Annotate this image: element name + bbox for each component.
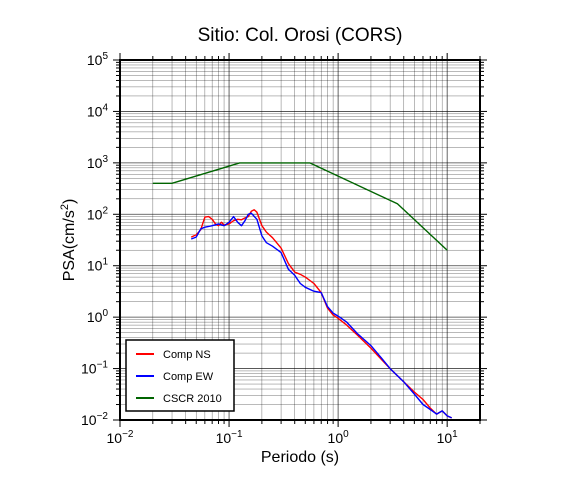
x-tick-label: 10−2 (107, 429, 134, 446)
x-tick-labels: 10−2 10−1 100 101 (107, 429, 459, 446)
y-tick-label: 100 (87, 308, 109, 325)
series-layer (152, 162, 452, 419)
y-axis-label: PSA(cm/s2) (59, 199, 78, 282)
y-tick-label-base: 10 (87, 155, 103, 171)
y-tick-label: 102 (87, 205, 109, 222)
x-tick-label: 101 (437, 429, 459, 446)
y-tick-label: 101 (87, 257, 109, 274)
y-tick-label-base: 10 (87, 309, 103, 325)
x-tick-label: 10−1 (216, 429, 243, 446)
x-tick-label-exponent: 0 (343, 429, 349, 440)
y-tick-label: 104 (87, 102, 109, 119)
y-tick-label: 10−1 (81, 360, 108, 377)
y-tick-label-exponent: 4 (102, 102, 108, 113)
y-tick-label-exponent: −1 (97, 360, 109, 371)
y-tick-label-exponent: 5 (102, 51, 108, 62)
x-tick-label-exponent: −1 (231, 429, 243, 440)
legend-label: CSCR 2010 (163, 393, 222, 405)
plot-frame (119, 59, 481, 421)
y-tick-label-exponent: 2 (102, 205, 108, 216)
y-tick-label-exponent: 0 (102, 308, 108, 319)
y-tick-label-base: 10 (81, 412, 97, 428)
y-tick-label: 10−2 (81, 411, 108, 428)
y-axis-label-superscript: 2 (59, 204, 71, 210)
y-tick-label: 103 (87, 154, 109, 171)
y-tick-label-base: 10 (87, 103, 103, 119)
x-tick-label-exponent: 1 (452, 429, 458, 440)
x-tick-label-base: 10 (216, 430, 232, 446)
y-tick-label-base: 10 (87, 206, 103, 222)
y-tick-label-base: 10 (87, 52, 103, 68)
y-axis-label-main: PSA(cm/s (61, 210, 78, 281)
x-tick-label-base: 10 (437, 430, 453, 446)
y-tick-label-exponent: 3 (102, 154, 108, 165)
series-line-comp-ew (190, 212, 452, 419)
legend-label: Comp EW (163, 371, 214, 383)
y-tick-label-exponent: −2 (97, 411, 109, 422)
x-axis-label: Periodo (s) (261, 449, 339, 466)
y-axis-label-close: ) (61, 199, 78, 204)
legend-label: Comp NS (163, 349, 211, 361)
series-line-cscr-2010 (152, 162, 448, 251)
axis-ticks (113, 53, 487, 427)
chart-title: Sitio: Col. Orosi (CORS) (198, 25, 403, 46)
y-tick-label: 105 (87, 51, 109, 68)
x-tick-label: 100 (328, 429, 350, 446)
y-tick-label-exponent: 1 (102, 257, 108, 268)
y-tick-label-base: 10 (87, 258, 103, 274)
x-tick-label-base: 10 (328, 430, 344, 446)
x-tick-label-base: 10 (107, 430, 123, 446)
y-tick-label-base: 10 (81, 361, 97, 377)
legend: Comp NS Comp EW CSCR 2010 (125, 339, 235, 412)
x-tick-label-exponent: −2 (122, 429, 134, 440)
